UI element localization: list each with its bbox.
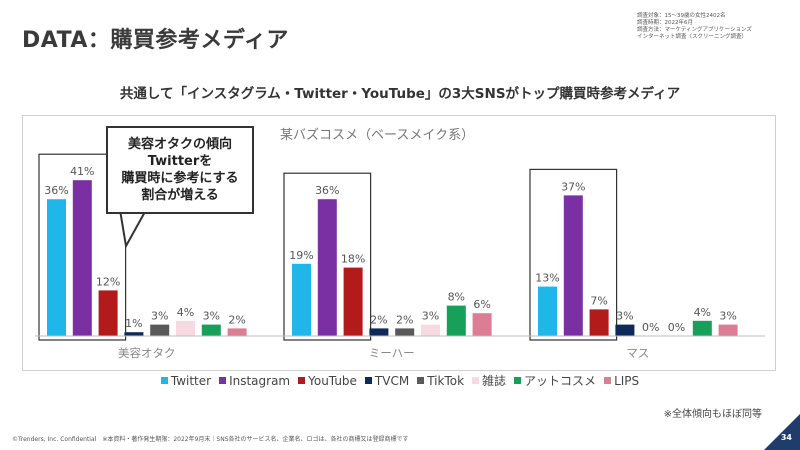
data-label: 12%	[96, 275, 120, 288]
chart-title: 某バズコスメ（ベースメイク系）	[280, 128, 475, 143]
data-label: 1%	[125, 317, 142, 330]
bar	[201, 324, 221, 336]
bar	[421, 324, 440, 336]
data-label: 41%	[70, 165, 94, 178]
legend-swatch	[298, 377, 306, 384]
legend-item: Instagram	[219, 372, 290, 389]
bar	[150, 324, 170, 336]
bar	[615, 324, 635, 336]
legend-item: Twitter	[160, 372, 212, 389]
survey-meta-line: 調査方法：マーケティングアプリケーションズ	[637, 27, 752, 33]
callout-tail	[118, 210, 148, 249]
data-label: 3%	[151, 310, 168, 323]
legend-item: TVCM	[364, 372, 410, 389]
highlight-box	[283, 172, 372, 341]
bar	[343, 267, 363, 336]
bar	[446, 305, 466, 336]
legend-swatch	[364, 377, 372, 384]
data-label: 4%	[177, 306, 194, 319]
legend-label: アットコスメ	[524, 374, 597, 388]
survey-meta-line: 調査対象：15〜39歳の女性2402名	[637, 13, 726, 19]
data-label: 3%	[616, 310, 633, 323]
legend-label: TikTok	[427, 373, 465, 388]
legend-item: 雑誌	[472, 372, 506, 389]
bar	[472, 313, 492, 336]
data-label: 37%	[561, 180, 585, 193]
legend-item: TikTok	[417, 372, 464, 389]
bar	[292, 263, 311, 336]
legend-item: アットコスメ	[514, 372, 596, 389]
data-label: 18%	[341, 253, 365, 266]
data-label: 0%	[668, 321, 685, 334]
legend-item: LIPS	[604, 372, 639, 389]
callout-box: 美容オタクの傾向 Twitterを 購買時に参考にする 割合が増える	[106, 126, 254, 214]
page-corner-triangle	[764, 414, 800, 450]
legend-swatch	[417, 377, 425, 384]
data-label: 4%	[694, 306, 711, 319]
legend-swatch	[514, 377, 522, 384]
bar	[176, 320, 195, 336]
callout-line: 購買時に参考にする	[121, 171, 239, 186]
survey-meta-line: インターネット調査（スクリーニング調査）	[637, 34, 748, 40]
data-label: 36%	[315, 184, 339, 197]
page-title: DATA：購買参考メディア	[22, 28, 289, 53]
survey-meta-line: 調査時期：2022年6月	[637, 20, 693, 26]
page-number: 34	[780, 433, 792, 442]
bar	[227, 328, 247, 336]
bar	[538, 286, 557, 336]
bar	[563, 195, 583, 336]
chart-legend: Twitter Instagram YouTube TVCM TikTok 雑誌 アットコス…	[0, 372, 800, 389]
bar	[718, 324, 738, 336]
highlight-box	[529, 168, 618, 341]
bar	[317, 199, 337, 336]
bar	[47, 199, 66, 336]
data-label: 7%	[590, 294, 607, 307]
legend-label: TVCM	[374, 373, 410, 388]
note: ※全体傾向もほぼ同等	[663, 409, 762, 420]
data-label: 3%	[719, 310, 736, 323]
data-label: 8%	[448, 291, 465, 304]
callout-line: 割合が増える	[141, 188, 219, 203]
data-label: 6%	[473, 298, 490, 311]
data-label: 36%	[44, 184, 68, 197]
callout-line: 美容オタクの傾向	[127, 137, 232, 152]
chart-frame	[22, 115, 776, 371]
legend-label: 雑誌	[482, 374, 507, 388]
legend-label: LIPS	[614, 373, 640, 388]
bar	[395, 328, 415, 336]
category-label: マス	[626, 346, 649, 360]
data-label: 3%	[422, 310, 439, 323]
legend-swatch	[472, 377, 480, 384]
bar	[98, 290, 118, 336]
bar	[369, 328, 389, 336]
category-label: 美容オタク	[118, 346, 176, 360]
legend-label: YouTube	[308, 373, 357, 388]
data-label: 13%	[535, 272, 559, 285]
callout-line: Twitterを	[147, 154, 213, 169]
category-label: ミーハー	[369, 346, 415, 360]
bar	[124, 332, 144, 336]
bar	[692, 320, 712, 336]
bar	[72, 180, 92, 336]
legend-swatch	[604, 377, 612, 384]
legend-label: Instagram	[229, 373, 291, 388]
data-label: 3%	[203, 310, 220, 323]
legend-item: YouTube	[298, 372, 357, 389]
data-label: 19%	[289, 249, 313, 262]
legend-swatch	[160, 377, 168, 384]
survey-meta: 調査対象：15〜39歳の女性2402名 調査時期：2022年6月 調査方法：マー…	[637, 13, 752, 41]
data-label: 0%	[642, 321, 659, 334]
bar	[589, 309, 609, 336]
headline: 共通して「インスタグラム・Twitter・YouTube」の3大SNSがトップ購…	[119, 86, 681, 102]
legend-swatch	[219, 377, 227, 384]
data-label: 2%	[228, 313, 245, 326]
legend-label: Twitter	[170, 373, 212, 388]
footer: ©Trenders, Inc. Confidential ※本資料・著作発生期限…	[12, 436, 409, 443]
data-label: 2%	[370, 313, 387, 326]
data-label: 2%	[396, 313, 413, 326]
